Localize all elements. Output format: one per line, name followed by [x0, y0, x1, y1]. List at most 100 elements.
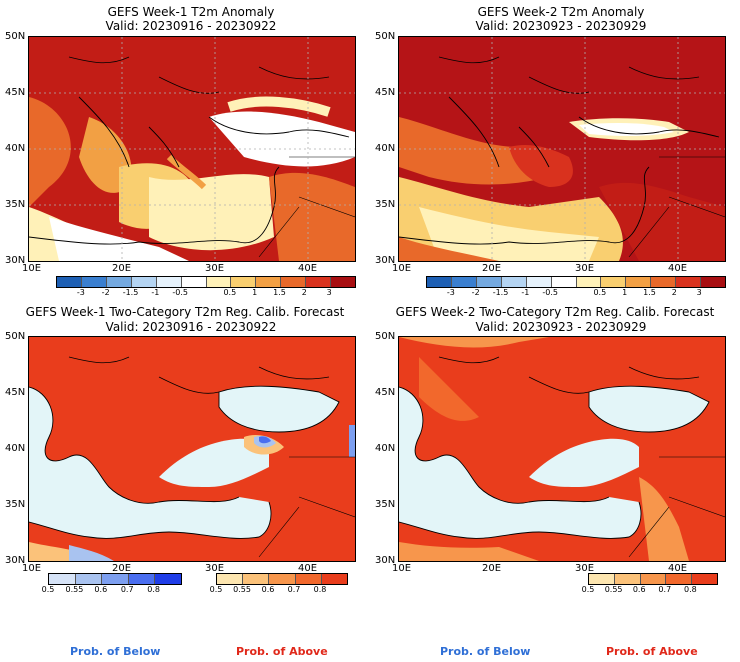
lon-label-30e: 30E	[575, 263, 595, 274]
cb-label: 2	[301, 288, 307, 297]
lon-label-20e: 20E	[482, 563, 502, 574]
panel-4-title: GEFS Week-2 Two-Category T2m Reg. Calib.…	[395, 305, 715, 319]
colorbar-segment	[476, 277, 502, 287]
panel-1-title: GEFS Week-1 T2m Anomaly	[107, 5, 275, 19]
cb-label: 3	[696, 288, 702, 297]
week1-above-colorbar	[216, 573, 348, 585]
lat-label-30n: 30N	[375, 255, 396, 266]
colorbar-segment	[231, 277, 257, 287]
lat-label-35n: 35N	[375, 199, 396, 210]
colorbar-segment	[692, 574, 717, 584]
week2-above-colorbar	[588, 573, 718, 585]
panel-4-subtitle: Valid: 20230923 - 20230929	[475, 320, 647, 334]
colorbar-segment	[526, 277, 552, 287]
colorbar-segment	[206, 277, 232, 287]
colorbar-segment	[269, 574, 296, 584]
colorbar-segment	[217, 574, 244, 584]
lat-label-45n: 45N	[5, 387, 26, 398]
colorbar-segment	[181, 277, 207, 287]
week1-anomaly-map	[28, 36, 356, 262]
colorbar-segment	[589, 574, 615, 584]
colorbar-segment	[106, 277, 132, 287]
lat-label-45n: 45N	[375, 87, 396, 98]
lat-label-50n: 50N	[375, 331, 396, 342]
cb-label: 0.5	[581, 585, 595, 594]
cb-label: -3	[76, 288, 85, 297]
cb-label: 0.8	[313, 585, 327, 594]
cb-label: 0.7	[120, 585, 134, 594]
cb-label: 3	[326, 288, 332, 297]
cb-label: 1	[622, 288, 628, 297]
lon-label-10e: 10E	[22, 263, 42, 274]
cb-label: 0.5	[41, 585, 55, 594]
colorbar-segment	[281, 277, 307, 287]
lat-label-40n: 40N	[5, 143, 26, 154]
lat-label-35n: 35N	[5, 199, 26, 210]
lon-label-20e: 20E	[112, 263, 132, 274]
prob-above-label: Prob. of Above	[236, 645, 328, 658]
lon-label-10e: 10E	[392, 563, 412, 574]
colorbar-segment	[155, 574, 181, 584]
lon-label-40e: 40E	[298, 563, 318, 574]
cb-label: 0.6	[632, 585, 646, 594]
colorbar-segment	[321, 574, 348, 584]
colorbar-segment	[701, 277, 726, 287]
colorbar-segment	[614, 574, 641, 584]
week1-anomaly-colorbar-labels: -3 -2 -1.5 -1 -0.5 0.5 1 1.5 2 3	[56, 288, 354, 298]
week2-probability-map	[398, 336, 726, 562]
lat-label-30n: 30N	[375, 555, 396, 566]
panel-2-title: GEFS Week-2 T2m Anomaly	[477, 5, 645, 19]
lon-label-20e: 20E	[482, 263, 502, 274]
week2-anomaly-colorbar	[426, 276, 726, 288]
colorbar-segment	[576, 277, 602, 287]
cb-label: 1.5	[643, 288, 656, 297]
colorbar-segment	[626, 277, 652, 287]
cb-label: -2	[101, 288, 110, 297]
colorbar-segment	[666, 574, 693, 584]
week2-above-colorbar-labels: 0.5 0.55 0.6 0.7 0.8	[582, 585, 716, 595]
week1-anomaly-colorbar	[56, 276, 356, 288]
prob-below-label: Prob. of Below	[70, 645, 161, 658]
lat-label-35n: 35N	[5, 499, 26, 510]
cb-label: 2	[671, 288, 677, 297]
lat-label-40n: 40N	[375, 143, 396, 154]
panel-2-subtitle: Valid: 20230923 - 20230929	[475, 19, 647, 33]
cb-label: 0.55	[604, 585, 623, 594]
colorbar-segment	[243, 574, 270, 584]
cb-label: -1	[151, 288, 160, 297]
cb-label: -1.5	[122, 288, 139, 297]
cb-label: 0.7	[658, 585, 672, 594]
cb-label: -1.5	[492, 288, 509, 297]
cb-label: -3	[446, 288, 455, 297]
cb-label: 0.5	[223, 288, 237, 297]
colorbar-segment	[427, 277, 452, 287]
cb-label: 0.5	[209, 585, 223, 594]
colorbar-segment	[75, 574, 103, 584]
lat-label-50n: 50N	[375, 31, 396, 42]
lon-label-30e: 30E	[575, 563, 595, 574]
cb-label: -2	[471, 288, 480, 297]
lat-label-50n: 50N	[5, 331, 26, 342]
lat-label-40n: 40N	[375, 443, 396, 454]
colorbar-segment	[49, 574, 76, 584]
lat-label-50n: 50N	[5, 31, 26, 42]
week2-anomaly-colorbar-labels: -3 -2 -1.5 -1 -0.5 0.5 1 1.5 2 3	[426, 288, 724, 298]
panel-1-subtitle: Valid: 20230916 - 20230922	[105, 19, 277, 33]
lon-label-30e: 30E	[205, 563, 225, 574]
colorbar-segment	[131, 277, 157, 287]
lon-label-30e: 30E	[205, 263, 225, 274]
colorbar-segment	[256, 277, 282, 287]
lon-label-40e: 40E	[668, 563, 688, 574]
panel-3-subtitle: Valid: 20230916 - 20230922	[105, 320, 277, 334]
cb-label: 0.55	[65, 585, 84, 594]
cb-label: 0.8	[147, 585, 160, 594]
lon-label-40e: 40E	[298, 263, 318, 274]
lat-label-30n: 30N	[5, 555, 26, 566]
lat-label-45n: 45N	[5, 87, 26, 98]
colorbar-segment	[156, 277, 182, 287]
colorbar-segment	[676, 277, 702, 287]
cb-label: -0.5	[542, 288, 558, 297]
cb-label: 0.6	[94, 585, 108, 594]
cb-label: 0.5	[593, 288, 607, 297]
cb-label: 0.7	[287, 585, 301, 594]
